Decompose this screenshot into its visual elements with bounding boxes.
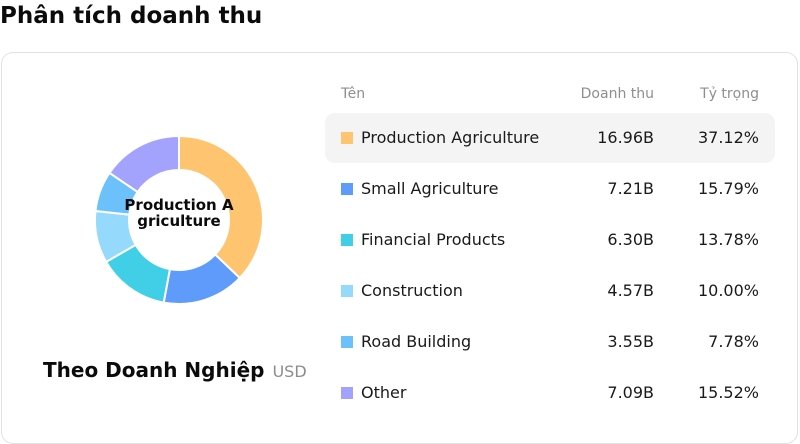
row-name: Road Building (361, 332, 472, 351)
header-revenue: Doanh thu (580, 86, 654, 102)
row-revenue: 6.30B (607, 230, 654, 249)
legend-swatch-icon (341, 285, 353, 297)
row-revenue: 3.55B (607, 332, 654, 351)
header-name: Tên (341, 86, 366, 102)
currency-unit: USD (272, 362, 307, 381)
legend-swatch-icon (341, 183, 353, 195)
donut-chart[interactable]: Production Agriculture (94, 135, 264, 305)
row-name: Production Agriculture (361, 128, 540, 147)
row-share: 15.79% (697, 179, 759, 198)
row-name: Construction (361, 281, 463, 300)
table-row[interactable]: Construction 4.57B 10.00% (325, 266, 775, 316)
table-row[interactable]: Other 7.09B 15.52% (325, 368, 775, 418)
legend-swatch-icon (341, 234, 353, 246)
row-share: 13.78% (697, 230, 759, 249)
legend-swatch-icon (341, 132, 353, 144)
table-row[interactable]: Road Building 3.55B 7.78% (325, 317, 775, 367)
row-revenue: 7.21B (607, 179, 654, 198)
legend-swatch-icon (341, 336, 353, 348)
row-share: 15.52% (697, 383, 759, 402)
page-title: Phân tích doanh thu (0, 3, 263, 29)
donut-center-label: Production Agriculture (124, 196, 234, 230)
legend-swatch-icon (341, 387, 353, 399)
row-name: Financial Products (361, 230, 506, 249)
row-revenue: 4.57B (607, 281, 654, 300)
table-row[interactable]: Production Agriculture 16.96B 37.12% (325, 113, 775, 163)
row-revenue: 7.09B (607, 383, 654, 402)
donut-slice[interactable] (178, 135, 264, 280)
row-revenue: 16.96B (597, 128, 654, 147)
table-row[interactable]: Small Agriculture 7.21B 15.79% (325, 164, 775, 214)
row-name: Other (361, 383, 407, 402)
table-row[interactable]: Financial Products 6.30B 13.78% (325, 215, 775, 265)
row-name: Small Agriculture (361, 179, 499, 198)
donut-svg[interactable] (94, 135, 264, 305)
row-share: 7.78% (708, 332, 759, 351)
header-share: Tỷ trọng (700, 86, 759, 102)
table-header: Tên Doanh thu Tỷ trọng (325, 86, 775, 106)
donut-slice[interactable] (108, 135, 180, 194)
chart-subtitle-text: Theo Doanh Nghiệp (43, 358, 265, 382)
chart-subtitle: Theo Doanh Nghiệp USD (43, 358, 307, 382)
row-share: 10.00% (697, 281, 759, 300)
row-share: 37.12% (697, 128, 759, 147)
